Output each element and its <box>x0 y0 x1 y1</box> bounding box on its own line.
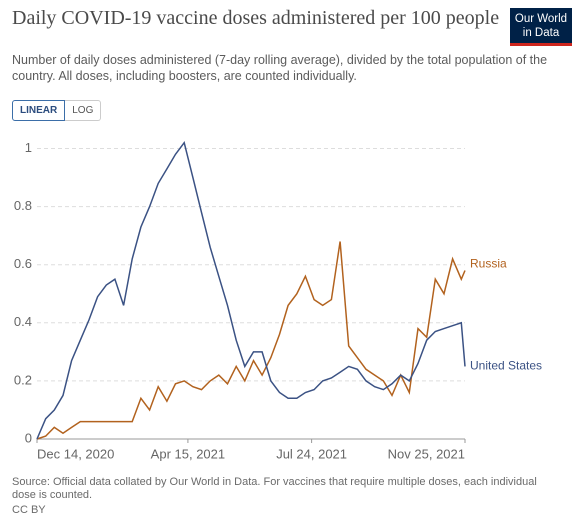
y-tick-label: 0.4 <box>14 314 32 329</box>
footer: Source: Official data collated by Our Wo… <box>12 476 552 517</box>
source: Source: Official data collated by Our Wo… <box>12 476 537 501</box>
series-label: Russia <box>470 257 507 271</box>
x-tick-label: Jul 24, 2021 <box>276 446 347 461</box>
log-button[interactable]: LOG <box>65 100 102 121</box>
line-series <box>36 241 466 440</box>
license: CC BY <box>12 504 46 516</box>
linear-button[interactable]: LINEAR <box>12 100 66 121</box>
y-tick-label: 0 <box>25 430 32 445</box>
x-tick-label: Apr 15, 2021 <box>151 446 225 461</box>
x-tick-label: Nov 25, 2021 <box>388 446 465 461</box>
line-series <box>36 140 466 440</box>
logo[interactable]: Our World in Data <box>510 8 572 46</box>
series-label: United States <box>470 359 542 373</box>
logo-line: in Data <box>522 27 560 39</box>
x-tick-label: Dec 14, 2020 <box>37 446 114 461</box>
y-tick-label: 0.2 <box>14 372 32 387</box>
y-tick-label: 0.8 <box>14 198 32 213</box>
scale-toggle: LINEAR LOG <box>12 100 102 121</box>
y-tick-label: 1 <box>25 140 32 155</box>
chart: 0 0.2 0.4 0.6 0.8 1 Dec 14, 2020 Apr 15, 2021 Ju… <box>14 140 542 461</box>
y-tick-label: 0.6 <box>14 256 32 271</box>
logo-line: Our World <box>514 13 568 25</box>
chart-subtitle: Number of daily doses administered (7-da… <box>12 53 548 83</box>
chart-title: Daily COVID-19 vaccine doses administere… <box>12 7 500 29</box>
